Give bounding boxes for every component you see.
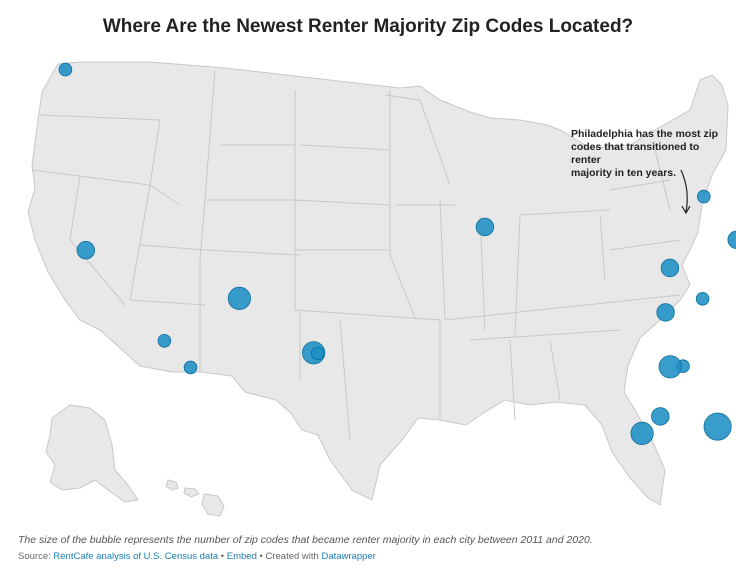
hawaii-land (165, 479, 225, 517)
bubble-layer (58, 62, 736, 445)
city-bubble[interactable] (227, 286, 251, 310)
city-bubble[interactable] (630, 421, 654, 445)
city-bubble[interactable] (656, 303, 675, 322)
city-bubble[interactable] (695, 291, 710, 306)
us-map (27, 61, 736, 517)
datawrapper-link[interactable]: Datawrapper (321, 551, 376, 562)
city-bubble[interactable] (727, 230, 736, 249)
city-bubble[interactable] (651, 407, 670, 426)
philadelphia-annotation: Philadelphia has the most zip codes that… (571, 128, 731, 180)
city-bubble[interactable] (703, 412, 732, 441)
annotation-arrowhead (681, 205, 691, 215)
source-separator: • (218, 551, 227, 562)
contiguous-us-land (27, 61, 729, 506)
source-separator: • Created with (256, 551, 322, 562)
annotation-line: codes that transitioned to renter (571, 141, 700, 166)
alaska-land (45, 404, 139, 503)
city-bubble[interactable] (475, 217, 495, 237)
city-bubble[interactable] (696, 189, 711, 204)
chart-notes: The size of the bubble represents the nu… (18, 534, 593, 546)
city-bubble[interactable] (658, 355, 682, 379)
city-bubble[interactable] (310, 346, 325, 361)
city-bubble[interactable] (157, 333, 172, 348)
city-bubble[interactable] (76, 240, 96, 260)
chart-title: Where Are the Newest Renter Majority Zip… (102, 16, 634, 37)
source-link[interactable]: RentCafe analysis of U.S. Census data (53, 551, 219, 562)
annotation-arrow (680, 169, 688, 213)
annotation-line: Philadelphia has the most zip (571, 128, 719, 140)
city-bubble[interactable] (183, 360, 198, 375)
city-bubble[interactable] (660, 258, 680, 278)
embed-link[interactable]: Embed (226, 551, 257, 562)
source-prefix: Source: (18, 551, 54, 562)
city-bubble[interactable] (58, 62, 73, 77)
state-borders (31, 69, 681, 441)
chart-source: Source: RentCafe analysis of U.S. Census… (18, 551, 718, 562)
annotation-line: majority in ten years. (571, 167, 677, 179)
